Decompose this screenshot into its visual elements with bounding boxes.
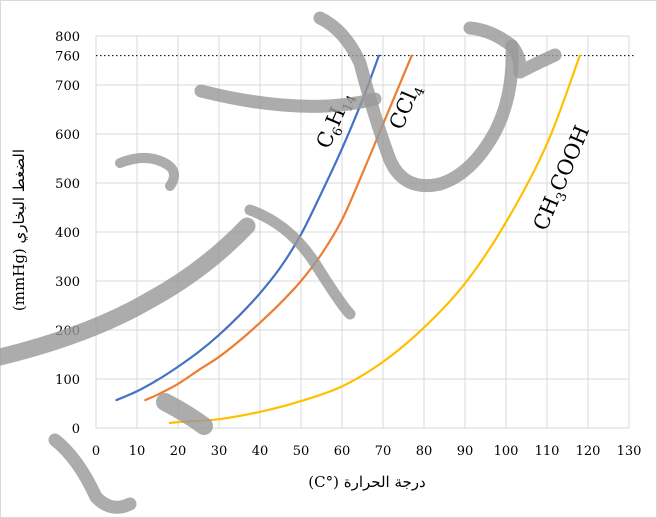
x-tick-label-3: 30 — [211, 444, 228, 459]
watermark-stroke-8 — [115, 153, 179, 191]
x-tick-label-11: 110 — [535, 444, 560, 459]
x-tick-label-13: 130 — [617, 444, 642, 459]
watermark-stroke-6 — [463, 21, 562, 79]
x-tick-label-9: 90 — [457, 444, 474, 459]
x-tick-label-6: 60 — [334, 444, 351, 459]
x-axis-title: درجة الحرارة (°C) — [308, 473, 425, 491]
watermark-stroke-3 — [156, 393, 213, 435]
tick-labels: 0 10 20 30 40 50 60 70 80 90 100 110 120 130010020030… — [55, 30, 641, 459]
y-tick-label-4: 400 — [55, 226, 80, 241]
y-tick-label-3: 300 — [55, 275, 80, 290]
watermark — [0, 11, 562, 514]
y-tick-label-8: 760 — [55, 50, 80, 65]
y-tick-label-1: 100 — [55, 373, 80, 388]
series-label-ccl4: CCl4 — [385, 80, 429, 134]
y-tick-label-6: 600 — [55, 128, 80, 143]
x-tick-label-10: 100 — [494, 444, 519, 459]
watermark-stroke-1 — [0, 217, 256, 366]
x-tick-label-7: 70 — [375, 444, 392, 459]
watermark-stroke-5 — [313, 11, 519, 193]
x-tick-label-5: 50 — [293, 444, 310, 459]
x-tick-label-0: 0 — [92, 444, 100, 459]
y-tick-label-5: 500 — [55, 177, 80, 192]
watermark-stroke-7 — [244, 204, 356, 320]
series-label-ch3cooh: CH3COOH — [529, 122, 598, 236]
x-tick-label-12: 120 — [576, 444, 601, 459]
watermark-stroke-2 — [48, 433, 137, 514]
y-tick-label-7: 700 — [55, 79, 80, 94]
series-line-ch3cooh — [168, 54, 581, 425]
y-axis-title: الضغط البخاري (mmHg) — [10, 149, 28, 311]
x-tick-label-4: 40 — [252, 444, 269, 459]
x-tick-label-8: 80 — [416, 444, 433, 459]
x-tick-label-2: 20 — [170, 444, 187, 459]
y-tick-label-0: 0 — [72, 422, 80, 437]
x-tick-label-1: 10 — [129, 444, 146, 459]
series-line-c6h14 — [115, 54, 380, 402]
y-tick-label-9: 800 — [55, 30, 80, 45]
watermark-stroke-4 — [194, 84, 382, 113]
